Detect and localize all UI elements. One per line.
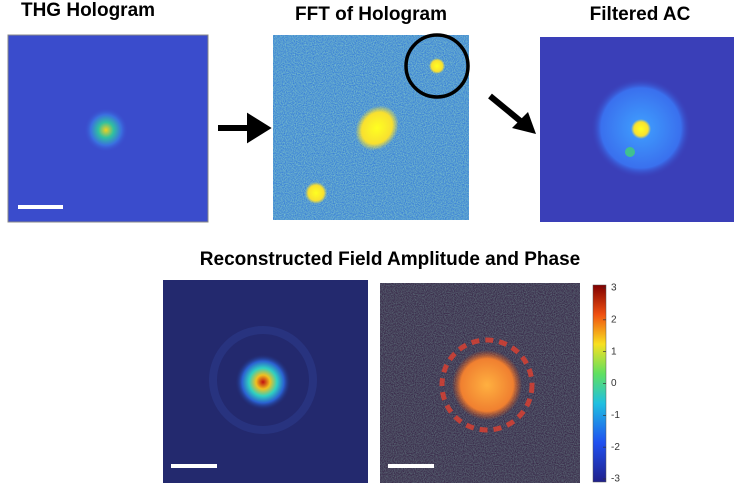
panel-title: THG Hologram <box>21 0 155 21</box>
tick-label: 2 <box>611 314 617 325</box>
hologram-image <box>8 35 208 222</box>
section-title: Reconstructed Field Amplitude and Phase <box>200 249 580 270</box>
panel-title: FFT of Hologram <box>295 4 447 25</box>
figure: THG Hologram FFT of Hologram Filtered AC… <box>0 0 738 486</box>
tick-label: 0 <box>611 378 617 389</box>
amplitude-image <box>163 280 368 483</box>
panel-title: Filtered AC <box>590 4 691 25</box>
arrow <box>218 118 266 138</box>
arrow <box>490 96 524 124</box>
tick-label: 3 <box>611 283 617 294</box>
phase-image <box>380 283 580 483</box>
tick-label: -1 <box>611 410 620 421</box>
tick-label: -2 <box>611 442 620 453</box>
fft-image <box>273 35 469 220</box>
filtered-image <box>540 37 734 222</box>
colorbar: 3 2 1 0 -1 -2 -3 <box>593 283 620 485</box>
tick-label: 1 <box>611 346 617 357</box>
tick-label: -3 <box>611 474 620 485</box>
